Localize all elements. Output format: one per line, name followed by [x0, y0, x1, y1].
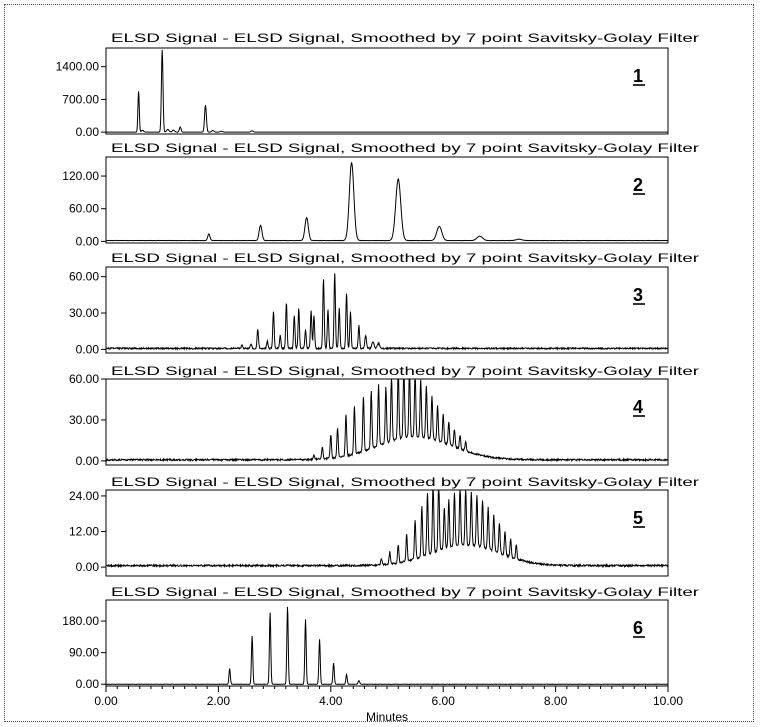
panel-number: 5 — [633, 508, 643, 528]
y-tick-label: 1400.00 — [56, 60, 100, 74]
panel-5: ELSD Signal - ELSD Signal, Smoothed by 7… — [69, 475, 699, 577]
y-tick-label: 90.00 — [69, 646, 99, 660]
y-tick-label: 30.00 — [69, 413, 99, 427]
panel-number: 2 — [633, 175, 643, 195]
panel-2: ELSD Signal - ELSD Signal, Smoothed by 7… — [62, 141, 699, 248]
y-tick-label: 0.00 — [76, 454, 100, 468]
y-tick-label: 180.00 — [62, 614, 99, 628]
panel-6: ELSD Signal - ELSD Signal, Smoothed by 7… — [62, 585, 699, 691]
panel-title: ELSD Signal - ELSD Signal, Smoothed by 7… — [111, 251, 699, 265]
y-tick-label: 60.00 — [69, 270, 99, 284]
panel-number: 6 — [633, 618, 643, 638]
panel-number: 4 — [633, 397, 643, 417]
plot-area — [105, 489, 669, 577]
plot-area — [105, 47, 669, 135]
panel-4: ELSD Signal - ELSD Signal, Smoothed by 7… — [69, 364, 699, 468]
plot-area — [105, 266, 669, 354]
plot-area — [105, 156, 669, 244]
y-tick-label: 30.00 — [69, 306, 99, 320]
series-line — [105, 378, 669, 463]
y-tick-label: 120.00 — [62, 169, 99, 183]
plot-area — [105, 599, 669, 687]
panel-title: ELSD Signal - ELSD Signal, Smoothed by 7… — [111, 141, 699, 155]
panel-title: ELSD Signal - ELSD Signal, Smoothed by 7… — [111, 31, 699, 45]
plot-area — [105, 378, 669, 466]
series-line — [105, 606, 669, 685]
panel-title: ELSD Signal - ELSD Signal, Smoothed by 7… — [111, 475, 699, 489]
x-tick-label: 2.00 — [207, 694, 231, 708]
x-axis: 0.00 2.00 4.00 6.00 8.00 10.00 Minutes — [94, 686, 683, 724]
y-tick-label: 0.00 — [76, 560, 100, 574]
y-tick-label: 0.00 — [76, 125, 100, 139]
panel-3: ELSD Signal - ELSD Signal, Smoothed by 7… — [69, 251, 699, 356]
panel-number: 3 — [633, 285, 643, 305]
x-tick-label: 10.00 — [653, 694, 683, 708]
series-line — [105, 273, 669, 351]
y-tick-label: 60.00 — [69, 202, 99, 216]
series-line — [105, 161, 669, 242]
x-tick-label: 6.00 — [432, 694, 456, 708]
x-axis-label: Minutes — [366, 710, 408, 724]
panel-number: 1 — [633, 66, 643, 86]
series-line — [106, 49, 668, 133]
panel-title: ELSD Signal - ELSD Signal, Smoothed by 7… — [111, 364, 699, 378]
y-tick-label: 700.00 — [62, 92, 99, 106]
y-tick-label: 0.00 — [76, 342, 100, 356]
y-tick-label: 0.00 — [76, 677, 100, 691]
x-tick-label: 4.00 — [319, 694, 343, 708]
chart-frame — [4, 4, 754, 722]
panel-1: ELSD Signal - ELSD Signal, Smoothed by 7… — [56, 31, 699, 139]
y-tick-label: 60.00 — [69, 372, 99, 386]
x-tick-label: 0.00 — [94, 694, 118, 708]
x-tick-label: 8.00 — [544, 694, 568, 708]
y-tick-label: 12.00 — [69, 525, 99, 539]
panel-title: ELSD Signal - ELSD Signal, Smoothed by 7… — [111, 585, 699, 599]
series-line — [105, 489, 669, 569]
y-tick-label: 24.00 — [69, 489, 99, 503]
y-tick-label: 0.00 — [76, 234, 100, 248]
